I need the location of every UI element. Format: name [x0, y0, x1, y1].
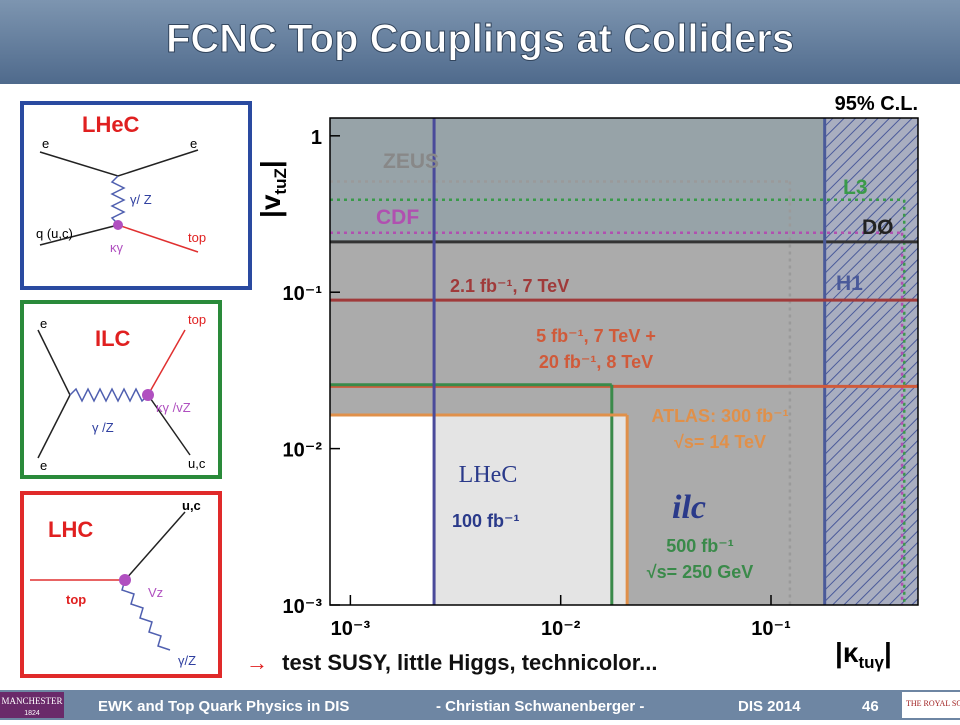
diagram-title: LHC [48, 517, 93, 542]
particle-label: e [40, 458, 47, 473]
conclusion-text: test SUSY, little Higgs, technicolor... [282, 650, 657, 675]
footer-talk: EWK and Top Quark Physics in DIS [98, 698, 349, 715]
footer-society-box [902, 692, 960, 718]
logo: LHeC [459, 462, 518, 488]
footer-logo-year: 1824 [24, 710, 40, 717]
axis-label-part: | [884, 637, 892, 668]
particle-label: u,c [188, 456, 206, 471]
limit-label: CDF [376, 206, 419, 229]
limit-label: 20 fb⁻¹, 8 TeV [539, 352, 653, 372]
excluded-region [330, 118, 918, 242]
footer-page: 46 [862, 698, 879, 715]
limit-label: √s= 14 TeV [674, 432, 766, 452]
quark-line [147, 394, 191, 456]
particle-label: top [188, 312, 206, 327]
conclusion-arrow: → [246, 650, 268, 675]
title-bar [0, 0, 960, 84]
boson-line [121, 579, 171, 651]
particle-label: γ /Z [92, 420, 114, 435]
axis-label-part: tuγ [858, 653, 884, 672]
footer-conference: DIS 2014 [738, 698, 801, 715]
axis-label-part: |v [255, 194, 286, 218]
axis-label-part: |κ [835, 637, 859, 668]
fermion-line [37, 394, 71, 459]
photon-line [69, 387, 149, 403]
particle-label: κγ [110, 240, 124, 255]
limit-label: 500 fb⁻¹ [666, 536, 734, 556]
confidence-label: 95% C.L. [835, 93, 918, 115]
particle-label: e [190, 136, 197, 151]
x-tick-label: 10⁻² [541, 618, 581, 640]
diagram-frame [20, 491, 222, 678]
particle-label: top [188, 230, 206, 245]
top-line [147, 329, 186, 396]
diagram-ilc: ILC e top κγ /vZ γ /Z e u,c [20, 300, 222, 479]
axis-label: |vtuZ| [255, 160, 290, 218]
axis-label-part: | [255, 160, 286, 168]
vertex [119, 574, 131, 586]
y-tick-label: 10⁻³ [283, 596, 323, 618]
slide-title: FCNC Top Couplings at Colliders [166, 17, 794, 61]
particle-label: q (u,c) [36, 226, 73, 241]
limit-label: ZEUS [383, 150, 439, 173]
y-tick-label: 10⁻² [283, 440, 323, 462]
particle-label: e [40, 316, 47, 331]
particle-label: top [66, 592, 86, 607]
fermion-line [37, 329, 71, 396]
limit-label: H1 [836, 272, 863, 295]
plot: ZEUS L3 CDF DØ H1 2.1 fb⁻¹, 7 TeV 5 fb⁻¹, 7 Te… [255, 93, 919, 672]
limit-label: 100 fb⁻¹ [452, 511, 520, 531]
footer-author: - Christian Schwanenberger - [436, 698, 644, 715]
limit-label: DØ [862, 216, 894, 239]
diagram-lhec: LHeC e e γ/ Z q (u,c) top κγ [20, 101, 252, 290]
footer-society: THE ROYAL SOCIETY [906, 699, 960, 708]
particle-label: e [42, 136, 49, 151]
diagram-lhc: LHC u,c top Vz γ/Z [20, 491, 222, 678]
diagram-frame [20, 101, 252, 290]
x-tick-label: 10⁻¹ [751, 618, 791, 640]
quark-line [124, 511, 186, 581]
y-tick-label: 1 [311, 127, 322, 149]
limit-label: ATLAS: 300 fb⁻¹ [651, 406, 788, 426]
diagram-title: ILC [95, 326, 131, 351]
particle-label: γ/Z [178, 653, 196, 668]
footer-logo-box [0, 692, 64, 718]
axis-label-part: tuZ [271, 168, 290, 194]
particle-label: Vz [148, 585, 163, 600]
vertex [113, 220, 123, 230]
plot-frame [329, 117, 919, 606]
diagram-title: LHeC [82, 112, 140, 137]
top-line [117, 224, 199, 253]
footer-logo: MANCHESTER [1, 696, 62, 706]
limit-label: 5 fb⁻¹, 7 TeV + [536, 326, 656, 346]
photon-line [110, 175, 126, 225]
particle-label: κγ /vZ [156, 400, 191, 415]
axis-label: |κtuγ| [835, 637, 892, 672]
x-tick-label: 10⁻³ [331, 618, 371, 640]
vertex [142, 389, 154, 401]
limit-label: √s= 250 GeV [647, 562, 753, 582]
footer-bar [0, 690, 960, 720]
y-tick-label: 10⁻¹ [283, 283, 323, 305]
particle-label: u,c [182, 498, 201, 513]
limit-label: 2.1 fb⁻¹, 7 TeV [450, 276, 569, 296]
limit-label: L3 [843, 176, 868, 199]
quark-line [39, 224, 119, 246]
diagram-frame [20, 300, 222, 479]
particle-label: γ/ Z [130, 192, 152, 207]
conclusion: → test SUSY, little Higgs, technicolor..… [246, 650, 657, 675]
logo: ilc [672, 489, 706, 526]
allowed-region [330, 415, 435, 605]
